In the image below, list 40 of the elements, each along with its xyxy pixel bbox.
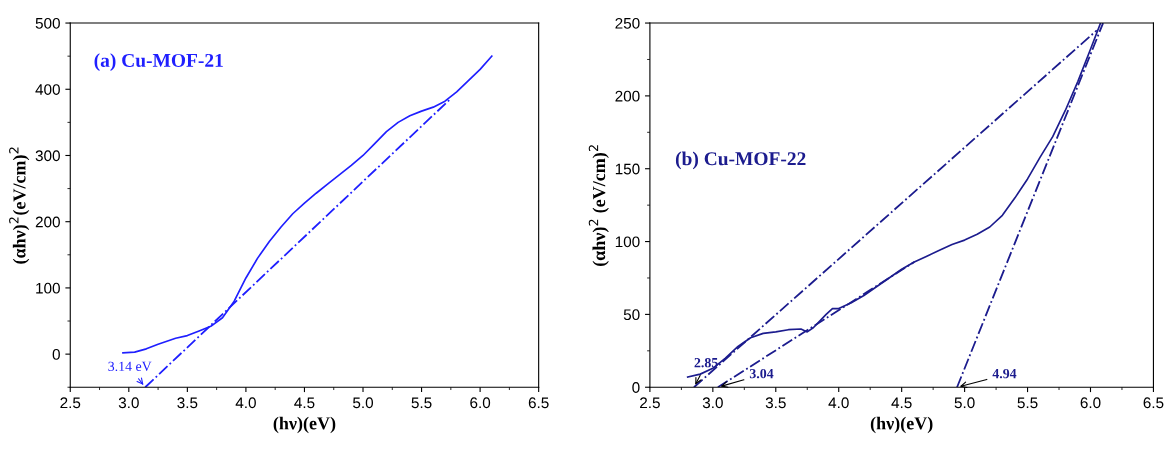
x-tick-label: 3.0 <box>118 397 139 409</box>
x-axis-title: (hν)(eV) <box>273 416 336 434</box>
y-tick-label: 100 <box>36 282 60 294</box>
y-tick-label: 50 <box>623 309 640 321</box>
x-tick-label: 5.5 <box>1017 397 1038 409</box>
x-tick-label: 4.0 <box>828 397 849 409</box>
y-tick-label: 300 <box>35 150 60 162</box>
y-tick-label: 200 <box>35 216 60 228</box>
x-tick-label: 2.5 <box>60 397 81 409</box>
annotation: 2.85 <box>694 357 718 368</box>
x-tick-label: 3.5 <box>177 397 198 409</box>
x-tick-label: 4.5 <box>294 397 315 409</box>
x-tick-label: 2.5 <box>640 397 660 409</box>
y-axis-title: (αhν)$^{2}$ (eV/cm)$^{2}$ <box>588 145 609 267</box>
annotation: 3.04 <box>749 368 774 379</box>
y-tick-label: 0 <box>52 349 60 360</box>
x-tick-label: 6.0 <box>1080 397 1101 409</box>
x-tick-label: 4.5 <box>891 397 912 409</box>
y-tick-label: 0 <box>632 382 640 393</box>
x-tick-label: 6.0 <box>470 397 491 409</box>
y-tick-label: 200 <box>615 90 640 102</box>
x-tick-label: 4.0 <box>235 397 256 409</box>
y-tick-label: 400 <box>35 84 60 95</box>
x-tick-label: 5.0 <box>954 397 975 409</box>
x-axis-title: (hν)(eV) <box>870 416 933 434</box>
x-tick-label: 6.5 <box>528 397 549 409</box>
x-tick-label: 6.5 <box>1143 397 1164 409</box>
y-tick-label: 500 <box>35 17 60 29</box>
annotation: 4.94 <box>992 368 1017 379</box>
x-tick-label: 3.5 <box>765 397 786 409</box>
y-tick-label: 150 <box>615 163 640 175</box>
text: (a) Cu-MOF-21 <box>94 53 223 71</box>
x-tick-label: 5.5 <box>411 397 432 409</box>
y-axis-title: (αhν)$^{2}$(eV/cm)$^{2}$ <box>9 147 30 264</box>
x-tick-label: 3.0 <box>702 397 723 409</box>
annotation: 3.14 eV <box>108 361 152 372</box>
text: (b) Cu-MOF-22 <box>675 151 806 170</box>
x-tick-label: 5.0 <box>353 397 374 409</box>
y-tick-label: 250 <box>615 17 640 29</box>
y-tick-label: 100 <box>615 236 640 248</box>
